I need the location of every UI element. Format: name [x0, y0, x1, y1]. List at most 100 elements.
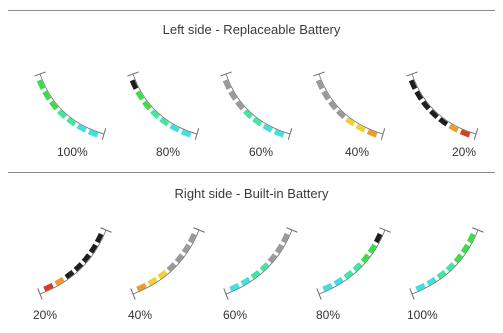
right-gauge-1-label: 20% [33, 308, 58, 322]
battery-arc-icon [313, 71, 386, 140]
battery-segment [136, 282, 147, 292]
battery-segment [345, 117, 356, 127]
battery-segment [49, 100, 59, 111]
battery-segment [466, 232, 476, 244]
left-gauge-2 [121, 62, 211, 152]
battery-segment [129, 79, 139, 90]
left-gauge-4-label: 40% [345, 145, 370, 159]
battery-segment [360, 253, 370, 264]
battery-segment [366, 129, 378, 138]
gauge-frame [318, 229, 386, 295]
gauge-frame [411, 73, 477, 135]
battery-segment [274, 243, 284, 254]
battery-arc-icon [409, 227, 484, 300]
battery-arc-icon [223, 227, 298, 300]
battery-segment [436, 269, 447, 280]
battery-segment [343, 269, 354, 280]
battery-arc-icon [220, 71, 293, 140]
left-gauge-5 [400, 62, 490, 152]
battery-arc-icon [130, 227, 205, 300]
battery-segment [142, 100, 152, 111]
battery-segment [150, 109, 160, 119]
gauge-frame [225, 73, 291, 135]
battery-segment [88, 243, 98, 254]
gauge-end-cap [473, 128, 479, 140]
battery-segment [322, 282, 333, 292]
battery-segment [169, 123, 180, 133]
gauge-end-cap [406, 71, 418, 77]
gauge-end-cap [194, 128, 200, 140]
battery-segment [157, 269, 168, 280]
battery-arc-icon [316, 227, 391, 300]
right-gauge-3-label: 60% [223, 308, 248, 322]
battery-segment [166, 262, 177, 272]
gauge-end-cap [37, 288, 43, 300]
battery-segment [373, 232, 383, 244]
gauge-end-cap [287, 128, 293, 140]
battery-segment [159, 117, 170, 127]
battery-segment [57, 109, 67, 119]
battery-segment [174, 253, 184, 264]
left-gauge-2-label: 80% [156, 145, 181, 159]
battery-segment [87, 129, 99, 138]
battery-segment [181, 243, 191, 254]
gauge-end-cap [286, 227, 298, 233]
battery-arc-icon [406, 71, 479, 140]
battery-segment [448, 123, 459, 133]
gauge-frame [225, 229, 293, 295]
middle-divider [8, 172, 495, 173]
battery-segment [321, 90, 331, 101]
gauge-end-cap [380, 128, 386, 140]
battery-segment [43, 282, 54, 292]
gauge-end-cap [409, 288, 415, 300]
battery-segment [259, 262, 270, 272]
left-gauge-1-label: 100% [57, 145, 88, 159]
left-gauge-4 [307, 62, 397, 152]
battery-segment [135, 90, 145, 101]
right-gauge-1 [28, 218, 118, 308]
gauge-end-cap [316, 288, 322, 300]
battery-segment [352, 262, 363, 272]
battery-segment [42, 90, 52, 101]
battery-segment [54, 276, 65, 286]
gauge-end-cap [101, 128, 107, 140]
left-gauge-3 [214, 62, 304, 152]
battery-segment [355, 123, 366, 133]
battery-segment [64, 269, 75, 280]
battery-segment [336, 109, 346, 119]
right-gauge-2-label: 40% [128, 308, 153, 322]
gauge-frame [318, 73, 384, 135]
battery-segment [187, 232, 197, 244]
battery-segment [235, 100, 245, 111]
battery-segment [273, 129, 285, 138]
battery-segment [147, 276, 158, 286]
gauge-frame [411, 229, 479, 295]
battery-segment [262, 123, 273, 133]
battery-segment [367, 243, 377, 254]
battery-segment [252, 117, 263, 127]
left-gauge-3-label: 60% [249, 145, 274, 159]
gauge-frame [39, 229, 107, 295]
right-gauge-3 [214, 218, 304, 308]
battery-segment [94, 232, 104, 244]
battery-segment [408, 79, 418, 90]
gauge-end-cap [472, 227, 484, 233]
battery-segment [180, 129, 192, 138]
gauge-end-cap [100, 227, 112, 233]
gauge-end-cap [127, 71, 139, 77]
battery-segment [315, 79, 325, 90]
right-section-title: Right side - Built-in Battery [174, 186, 329, 201]
gauge-end-cap [34, 71, 46, 77]
battery-segment [460, 243, 470, 254]
battery-segment [66, 117, 77, 127]
battery-segment [36, 79, 46, 90]
battery-segment [328, 100, 338, 111]
battery-segment [267, 253, 277, 264]
right-gauge-5-label: 100% [407, 308, 438, 322]
battery-arc-icon [34, 71, 107, 140]
battery-segment [280, 232, 290, 244]
battery-segment [421, 100, 431, 111]
battery-segment [333, 276, 344, 286]
battery-arc-icon [127, 71, 200, 140]
battery-segment [426, 276, 437, 286]
